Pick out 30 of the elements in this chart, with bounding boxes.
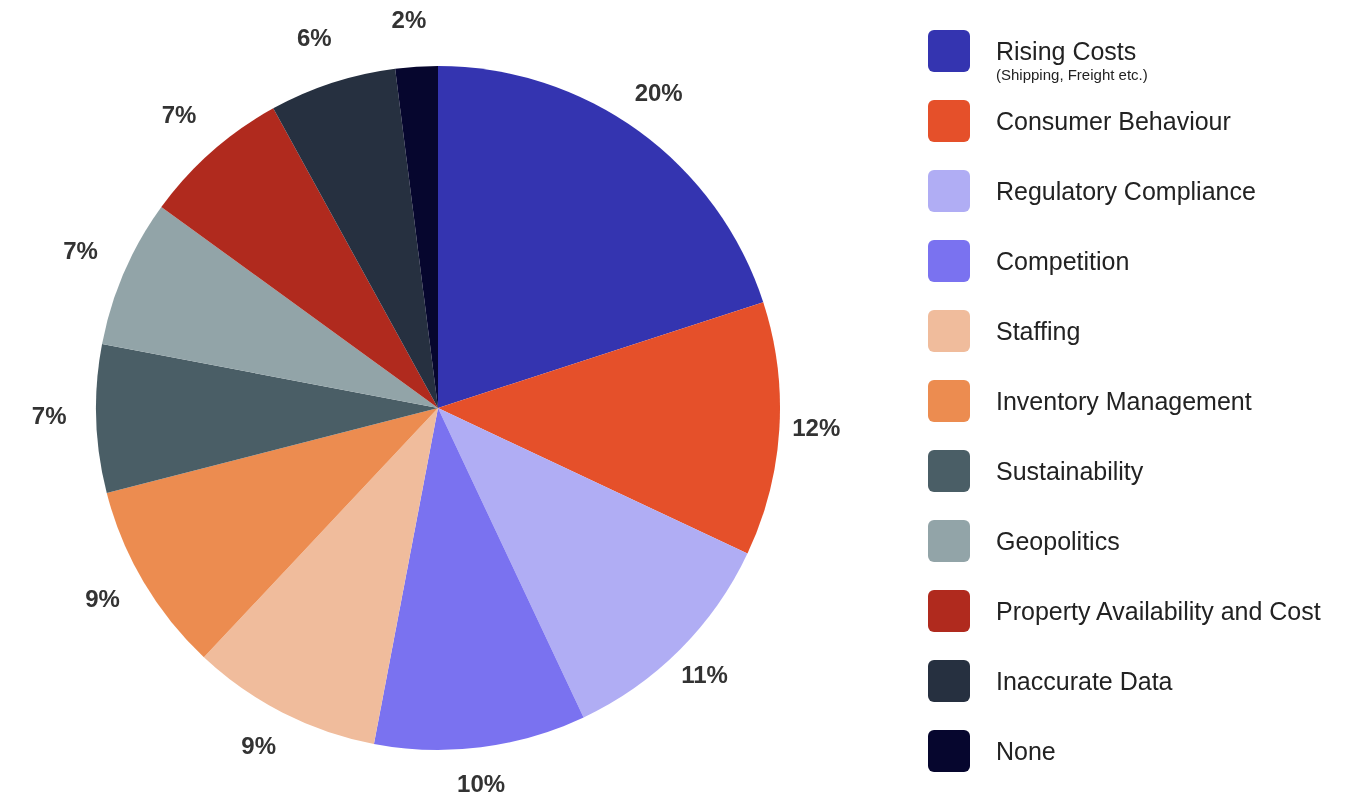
data-label: 7% — [63, 237, 98, 264]
legend-label: Geopolitics — [996, 526, 1120, 556]
pie-slice — [438, 408, 748, 718]
data-label: 7% — [161, 101, 197, 129]
data-label: 6% — [296, 24, 332, 52]
legend-label: Property Availability and Cost — [996, 596, 1321, 626]
pie-slice — [373, 408, 584, 750]
legend-label: None — [996, 736, 1056, 766]
legend-label: Sustainability — [996, 456, 1144, 486]
legend-label: Inventory Management — [996, 386, 1252, 416]
legend-label: Competition — [996, 246, 1130, 276]
data-label: 11% — [681, 661, 728, 689]
data-label: 9% — [85, 584, 120, 612]
data-label: 2% — [391, 6, 427, 34]
data-label: 7% — [31, 401, 67, 429]
data-label: 12% — [792, 413, 841, 441]
data-label: 20% — [634, 78, 683, 106]
legend-label: Consumer Behaviour — [996, 106, 1231, 136]
legend-label: Rising Costs (Shipping, Freight etc.) — [996, 36, 1148, 84]
legend-label: Regulatory Compliance — [996, 176, 1256, 206]
pie-slice — [438, 66, 764, 408]
pie-slice — [161, 108, 438, 408]
pie-slice — [102, 206, 438, 408]
data-label: 10% — [457, 770, 506, 798]
pie-slice — [96, 343, 438, 494]
data-label: 9% — [241, 731, 277, 759]
pie-slice — [438, 302, 780, 554]
legend-label: Staffing — [996, 316, 1081, 346]
legend-label: Inaccurate Data — [996, 666, 1173, 696]
pie-slice — [273, 68, 438, 408]
